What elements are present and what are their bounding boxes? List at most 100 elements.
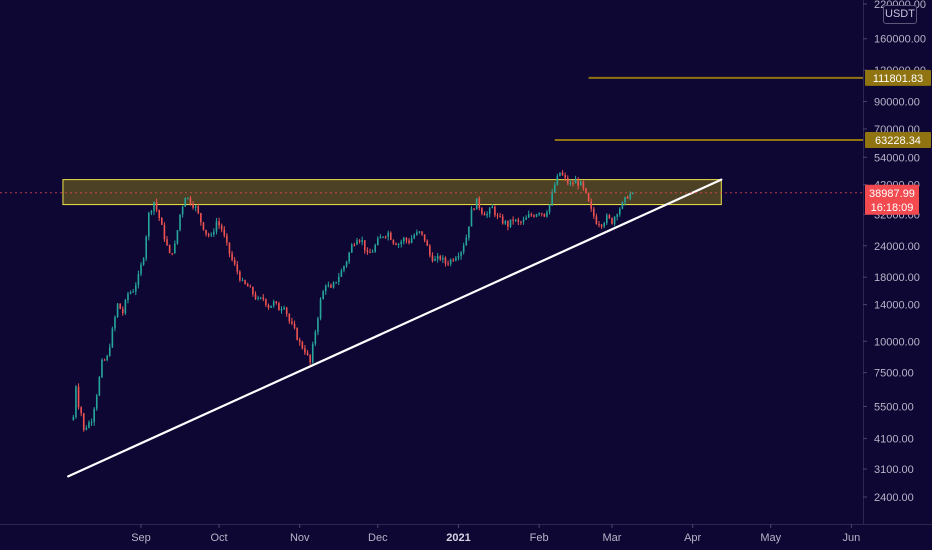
candle-body bbox=[403, 238, 405, 242]
candle-body bbox=[533, 215, 535, 217]
candle-body bbox=[309, 354, 311, 363]
candle-body bbox=[496, 215, 499, 217]
candle-body bbox=[257, 298, 259, 300]
candle-body bbox=[233, 259, 236, 265]
candle-body bbox=[101, 359, 103, 378]
candle-body bbox=[416, 232, 418, 235]
candle-body bbox=[124, 300, 127, 314]
candle-body bbox=[249, 286, 252, 288]
candle-body bbox=[444, 257, 447, 264]
target-price-badge bbox=[865, 69, 931, 86]
candle-body bbox=[189, 197, 192, 205]
candle-body bbox=[439, 256, 442, 260]
target-price-label: 111801.83 bbox=[873, 73, 923, 85]
resistance-zone-layer bbox=[62, 179, 722, 206]
candle-body bbox=[553, 184, 556, 193]
candle-body bbox=[556, 175, 559, 185]
candle-body bbox=[546, 212, 548, 217]
candle-body bbox=[311, 343, 314, 363]
price-axis-label: 160000.00 bbox=[874, 34, 926, 46]
candle-body bbox=[512, 219, 514, 221]
candle-body bbox=[174, 243, 176, 254]
price-axis-label: 7500.00 bbox=[874, 368, 914, 380]
price-axis-label: 24000.00 bbox=[874, 241, 920, 253]
candle-body bbox=[442, 257, 444, 260]
candle-body bbox=[278, 303, 280, 311]
time-axis-label: May bbox=[760, 532, 781, 544]
candle-body bbox=[514, 219, 517, 221]
candle-body bbox=[226, 235, 228, 243]
candle-body bbox=[574, 179, 577, 184]
candle-body bbox=[314, 331, 317, 344]
candle-body bbox=[582, 181, 585, 189]
candle-body bbox=[559, 172, 561, 176]
candle-body bbox=[595, 216, 598, 225]
price-axis-label: 4100.00 bbox=[874, 434, 914, 446]
candle-body bbox=[605, 215, 608, 224]
candle-body bbox=[465, 237, 468, 246]
candle-body bbox=[176, 230, 179, 244]
currency-button[interactable]: USDT bbox=[883, 5, 917, 24]
candle-body bbox=[590, 201, 592, 209]
time-axis-label: 2021 bbox=[446, 532, 470, 544]
candle-body bbox=[611, 217, 613, 224]
candle-body bbox=[475, 198, 478, 210]
candle-body bbox=[598, 224, 600, 226]
price-axis-label: 10000.00 bbox=[874, 336, 920, 348]
candle-body bbox=[350, 244, 353, 253]
candle-body bbox=[462, 245, 465, 253]
candle-body bbox=[285, 307, 288, 314]
candle-body bbox=[423, 234, 426, 241]
candle-body bbox=[431, 255, 434, 261]
candle-body bbox=[600, 224, 603, 227]
candle-body bbox=[387, 232, 390, 237]
candle-body bbox=[163, 224, 166, 240]
candle-body bbox=[90, 422, 93, 424]
candle-body bbox=[267, 305, 270, 308]
candle-body bbox=[293, 323, 296, 328]
candle-body bbox=[205, 229, 207, 235]
candle-body bbox=[129, 292, 132, 294]
candle-body bbox=[397, 244, 400, 246]
candle-body bbox=[228, 242, 231, 254]
candle-body bbox=[376, 238, 379, 245]
candle-body bbox=[241, 280, 244, 282]
candle-body bbox=[379, 236, 382, 239]
price-axis-label: 5500.00 bbox=[874, 402, 914, 414]
price-axis-label: 2400.00 bbox=[874, 492, 914, 504]
candle-body bbox=[371, 251, 374, 253]
candle-body bbox=[613, 216, 616, 224]
candle-body bbox=[608, 215, 611, 218]
price-axis-label: 90000.00 bbox=[874, 97, 920, 109]
candle-body bbox=[577, 179, 579, 186]
candle-body bbox=[548, 204, 551, 213]
candle-body bbox=[507, 221, 509, 227]
candle-body bbox=[184, 198, 187, 207]
candle-body bbox=[369, 252, 371, 254]
candle-body bbox=[270, 305, 272, 308]
candle-body bbox=[330, 285, 332, 288]
candle-body bbox=[280, 309, 283, 311]
candle-body bbox=[447, 263, 449, 265]
price-axis-label: 54000.00 bbox=[874, 152, 920, 164]
candle-body bbox=[197, 206, 200, 214]
candle-body bbox=[530, 214, 533, 216]
candle-body bbox=[572, 183, 574, 185]
candle-body bbox=[392, 239, 395, 244]
candle-body bbox=[337, 276, 340, 282]
candle-body bbox=[366, 250, 369, 253]
target-price-label: 63228.34 bbox=[875, 135, 921, 147]
candle-body bbox=[363, 240, 366, 251]
candle-body bbox=[457, 256, 460, 258]
candle-body bbox=[127, 293, 129, 301]
candle-body bbox=[254, 294, 257, 299]
candle-body bbox=[374, 244, 377, 252]
time-axis-label: Oct bbox=[211, 532, 228, 544]
candle-body bbox=[421, 231, 423, 235]
candle-body bbox=[114, 317, 116, 329]
time-axis[interactable]: Sep Oct Nov Dec 2021 Feb Mar Apr May Jun bbox=[131, 524, 860, 544]
candle-body bbox=[468, 226, 470, 238]
candle-body bbox=[395, 243, 397, 245]
